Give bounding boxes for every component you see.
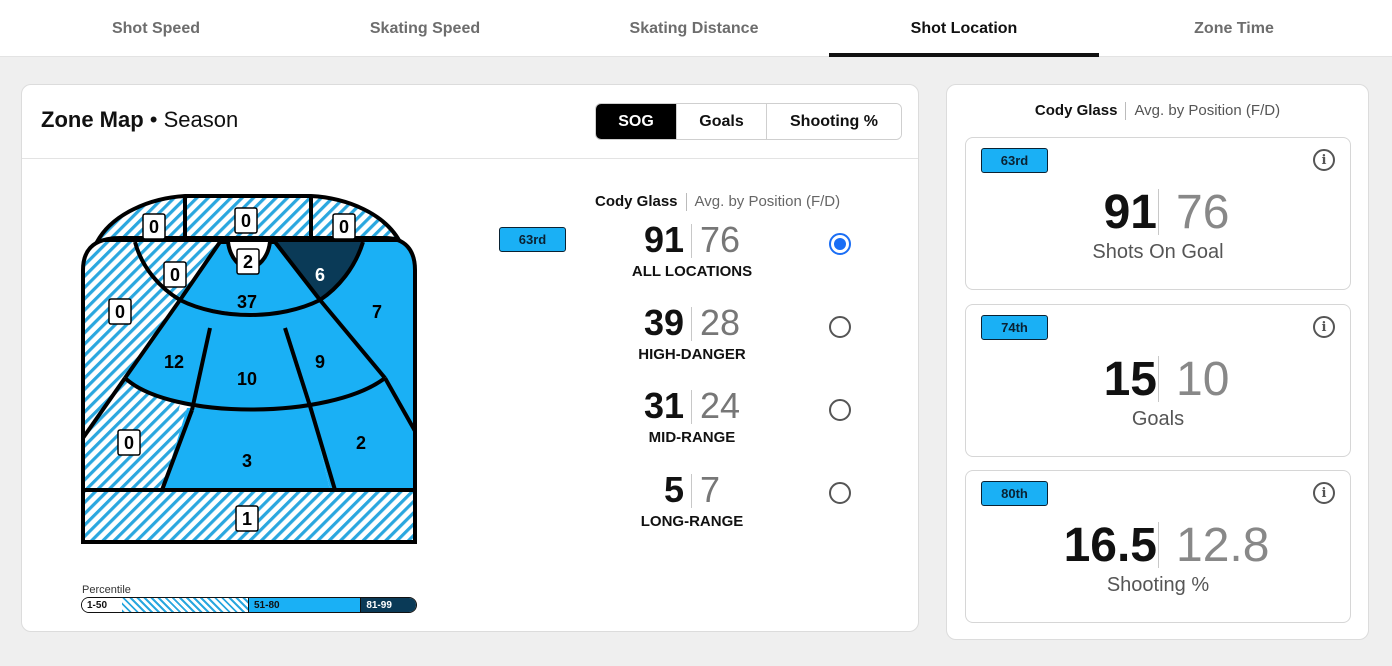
player-name: Cody Glass (1034, 102, 1118, 119)
zone-high-slot-value: 3 (242, 451, 252, 471)
legend-high: 81-99 (360, 598, 416, 612)
zone-map-title-text: Zone Map (41, 107, 144, 132)
summary-label: Shots On Goal (1092, 241, 1224, 263)
stat-high-danger: 39 28 HIGH-DANGER (592, 302, 792, 363)
summary-label: Shooting % (1106, 574, 1210, 596)
radio-all-locations[interactable] (829, 233, 851, 255)
zone-slot-value: 37 (237, 292, 257, 312)
zone-labels: 0 0 0 0 2 6 0 7 37 12 10 9 0 3 2 1 (108, 207, 382, 532)
info-icon[interactable]: i (1313, 316, 1335, 338)
info-icon[interactable]: i (1313, 482, 1335, 504)
zone-left-wall-value: 0 (115, 302, 125, 322)
legend-low-hatch (121, 598, 248, 612)
info-icon[interactable]: i (1313, 149, 1335, 171)
player-name: Cody Glass (595, 193, 678, 210)
summary-avg: 10 (1176, 353, 1230, 406)
summary-shooting-pct: 80th i 16.5 12.8 Shooting % (965, 470, 1351, 623)
summary-label: Goals (1131, 408, 1185, 430)
toggle-sog[interactable]: SOG (596, 104, 676, 139)
stats-column-header: Cody Glass Avg. by Position (F/D) (595, 193, 841, 212)
percentile-badge: 80th (981, 481, 1048, 506)
zone-upper-left-slot-value: 0 (170, 265, 180, 285)
stat-label: LONG-RANGE (640, 513, 744, 530)
rink-zone-map: 0 0 0 0 2 6 0 7 37 12 10 9 0 3 2 1 (81, 194, 417, 544)
stat-avg: 28 (700, 302, 741, 343)
summary-header: Cody Glass Avg. by Position (F/D) (947, 102, 1368, 121)
percentile-badge: 63rd (981, 148, 1048, 173)
radio-long-range[interactable] (829, 482, 851, 504)
legend-low: 1-50 (82, 598, 122, 612)
summary-value: 15 (1103, 353, 1157, 406)
stat-value: 39 (643, 302, 684, 343)
stat-avg: 7 (700, 469, 721, 510)
zone-blue-line-value: 1 (242, 509, 252, 529)
zone-top-center-value: 0 (241, 211, 251, 231)
stat-avg: 76 (700, 219, 741, 260)
summary-avg: 12.8 (1176, 519, 1270, 572)
legend-title: Percentile (82, 584, 131, 596)
zone-map-header: Zone Map • Season SOG Goals Shooting % (22, 85, 918, 159)
tab-bar: Shot Speed Skating Speed Skating Distanc… (0, 0, 1392, 57)
avg-label: Avg. by Position (F/D) (1134, 102, 1281, 119)
stat-value: 91 (643, 219, 684, 260)
summary-avg: 76 (1176, 186, 1230, 239)
stat-label: MID-RANGE (648, 429, 736, 446)
zone-map-card: Zone Map • Season SOG Goals Shooting % (21, 84, 919, 632)
toggle-shooting-pct[interactable]: Shooting % (766, 104, 901, 139)
avg-label: Avg. by Position (F/D) (694, 193, 841, 210)
percentile-badge: 63rd (499, 227, 566, 252)
zone-map-title: Zone Map • Season (41, 107, 238, 133)
stat-label: HIGH-DANGER (638, 346, 746, 363)
stat-mid-range: 31 24 MID-RANGE (592, 385, 792, 446)
percentile-legend: 1-50 51-80 81-99 (81, 597, 417, 613)
metric-toggle: SOG Goals Shooting % (595, 103, 902, 140)
tab-zone-time[interactable]: Zone Time (1194, 19, 1274, 37)
stat-all-locations: 91 76 ALL LOCATIONS (592, 219, 792, 280)
zone-center-slot-value: 10 (237, 369, 257, 389)
zone-upper-right-slot-value: 6 (315, 265, 325, 285)
zone-map-subtitle: • Season (149, 107, 239, 132)
legend-mid: 51-80 (248, 598, 361, 612)
zone-right-wall-value: 7 (372, 302, 382, 322)
summary-value: 16.5 (1063, 519, 1157, 572)
zone-right-circle-value: 9 (315, 352, 325, 372)
stat-label: ALL LOCATIONS (631, 263, 753, 280)
tab-skating-distance[interactable]: Skating Distance (629, 19, 759, 37)
radio-mid-range[interactable] (829, 399, 851, 421)
zone-left-point-value: 0 (124, 433, 134, 453)
summary-goals: 74th i 15 10 Goals (965, 304, 1351, 457)
summary-sog: 63rd i 91 76 Shots On Goal (965, 137, 1351, 290)
zone-top-right-value: 0 (339, 217, 349, 237)
tab-skating-speed[interactable]: Skating Speed (369, 19, 481, 37)
tab-shot-speed[interactable]: Shot Speed (111, 19, 200, 37)
zone-left-circle-value: 12 (164, 352, 184, 372)
summary-value: 91 (1103, 186, 1157, 239)
summary-card: Cody Glass Avg. by Position (F/D) 63rd i … (946, 84, 1369, 640)
radio-high-danger[interactable] (829, 316, 851, 338)
stat-avg: 24 (700, 385, 741, 426)
percentile-badge: 74th (981, 315, 1048, 340)
zone-crease-value: 2 (243, 252, 253, 272)
tab-shot-location[interactable]: Shot Location (829, 0, 1099, 57)
zone-top-left-value: 0 (149, 217, 159, 237)
stat-value: 5 (663, 469, 684, 510)
stat-value: 31 (643, 385, 684, 426)
zone-right-point-value: 2 (356, 433, 366, 453)
toggle-goals[interactable]: Goals (676, 104, 766, 139)
